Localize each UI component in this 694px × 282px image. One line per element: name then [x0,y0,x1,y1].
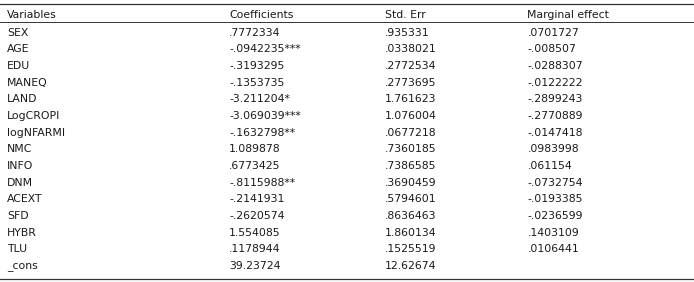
Text: 1.089878: 1.089878 [229,144,280,154]
Text: 12.62674: 12.62674 [385,261,437,271]
Text: .3690459: .3690459 [385,178,437,188]
Text: -.0147418: -.0147418 [527,127,583,138]
Text: SEX: SEX [7,28,28,38]
Text: -.8115988**: -.8115988** [229,178,295,188]
Text: 1.761623: 1.761623 [385,94,437,104]
Text: -.008507: -.008507 [527,44,576,54]
Text: -.1353735: -.1353735 [229,78,285,87]
Text: 1.076004: 1.076004 [385,111,437,121]
Text: 1.554085: 1.554085 [229,228,280,237]
Text: TLU: TLU [7,244,27,254]
Text: -.0236599: -.0236599 [527,211,583,221]
Text: .0106441: .0106441 [527,244,579,254]
Text: NMC: NMC [7,144,33,154]
Text: Variables: Variables [7,10,57,20]
Text: MANEQ: MANEQ [7,78,48,87]
Text: -.2620574: -.2620574 [229,211,285,221]
Text: Marginal effect: Marginal effect [527,10,609,20]
Text: .7772334: .7772334 [229,28,280,38]
Text: 39.23724: 39.23724 [229,261,280,271]
Text: Coefficients: Coefficients [229,10,294,20]
Text: HYBR: HYBR [7,228,37,237]
Text: -.0732754: -.0732754 [527,178,583,188]
Text: EDU: EDU [7,61,31,71]
Text: LAND: LAND [7,94,37,104]
Text: .0677218: .0677218 [385,127,437,138]
Text: -3.069039***: -3.069039*** [229,111,301,121]
Text: DNM: DNM [7,178,33,188]
Text: -.3193295: -.3193295 [229,61,285,71]
Text: Std. Err: Std. Err [385,10,426,20]
Text: _cons: _cons [7,261,37,271]
Text: .061154: .061154 [527,161,572,171]
Text: ACEXT: ACEXT [7,194,42,204]
Text: -.0122222: -.0122222 [527,78,583,87]
Text: .2772534: .2772534 [385,61,437,71]
Text: -.1632798**: -.1632798** [229,127,295,138]
Text: .0338021: .0338021 [385,44,437,54]
Text: -.0288307: -.0288307 [527,61,583,71]
Text: logNFARMI: logNFARMI [7,127,65,138]
Text: .1403109: .1403109 [527,228,579,237]
Text: -.2141931: -.2141931 [229,194,285,204]
Text: .5794601: .5794601 [385,194,437,204]
Text: .2773695: .2773695 [385,78,437,87]
Text: LogCROPI: LogCROPI [7,111,60,121]
Text: INFO: INFO [7,161,33,171]
Text: -3.211204*: -3.211204* [229,94,290,104]
Text: .935331: .935331 [385,28,430,38]
Text: .0701727: .0701727 [527,28,579,38]
Text: AGE: AGE [7,44,29,54]
Text: .1525519: .1525519 [385,244,437,254]
Text: .8636463: .8636463 [385,211,437,221]
Text: -.0942235***: -.0942235*** [229,44,301,54]
Text: -.2770889: -.2770889 [527,111,583,121]
Text: .6773425: .6773425 [229,161,280,171]
Text: .7360185: .7360185 [385,144,437,154]
Text: -.2899243: -.2899243 [527,94,583,104]
Text: .1178944: .1178944 [229,244,280,254]
Text: .0983998: .0983998 [527,144,579,154]
Text: 1.860134: 1.860134 [385,228,437,237]
Text: -.0193385: -.0193385 [527,194,583,204]
Text: SFD: SFD [7,211,28,221]
Text: .7386585: .7386585 [385,161,437,171]
